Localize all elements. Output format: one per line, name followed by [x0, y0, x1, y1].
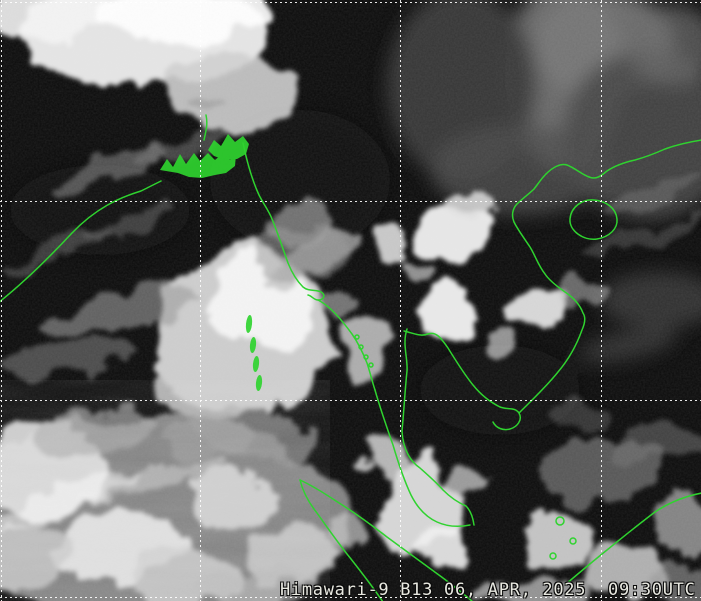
- island-mergui-1: [354, 334, 360, 340]
- island-natuna-1: [555, 516, 565, 526]
- delta-chittagong: [208, 134, 249, 160]
- coastline-malay-west: [374, 389, 471, 527]
- island-sumatra-southwest: [299, 479, 384, 601]
- coastline-filled-layer: [160, 134, 263, 391]
- coastline-india-east: [0, 180, 162, 303]
- island-natuna-3: [549, 552, 557, 560]
- island-borneo-northwest: [565, 492, 701, 585]
- coastline-south-china: [545, 139, 701, 179]
- islands-andaman-2: [249, 337, 257, 353]
- timestamp-caption: Himawari-9 B13 06, APR, 2025 09:30UTC: [280, 580, 696, 600]
- islands-andaman-1: [245, 315, 253, 333]
- island-natuna-2: [569, 537, 577, 545]
- island-hainan: [569, 199, 618, 240]
- delta-ganges: [160, 153, 236, 178]
- coastline-arakan-myanmar: [242, 142, 325, 301]
- island-mergui-4: [368, 362, 374, 368]
- coastline-gulf-of-thailand-west: [401, 328, 475, 526]
- island-sumatra-northeast: [299, 479, 473, 601]
- river-northeast-india: [203, 114, 208, 141]
- islands-andaman-3: [252, 356, 260, 372]
- coastline-layer: [0, 114, 701, 601]
- islands-andaman-4: [255, 375, 263, 391]
- coastline-vietnam: [511, 173, 586, 414]
- coastline-cambodia-mekong: [403, 330, 522, 431]
- island-mergui-3: [363, 354, 369, 360]
- island-mergui-2: [358, 344, 364, 350]
